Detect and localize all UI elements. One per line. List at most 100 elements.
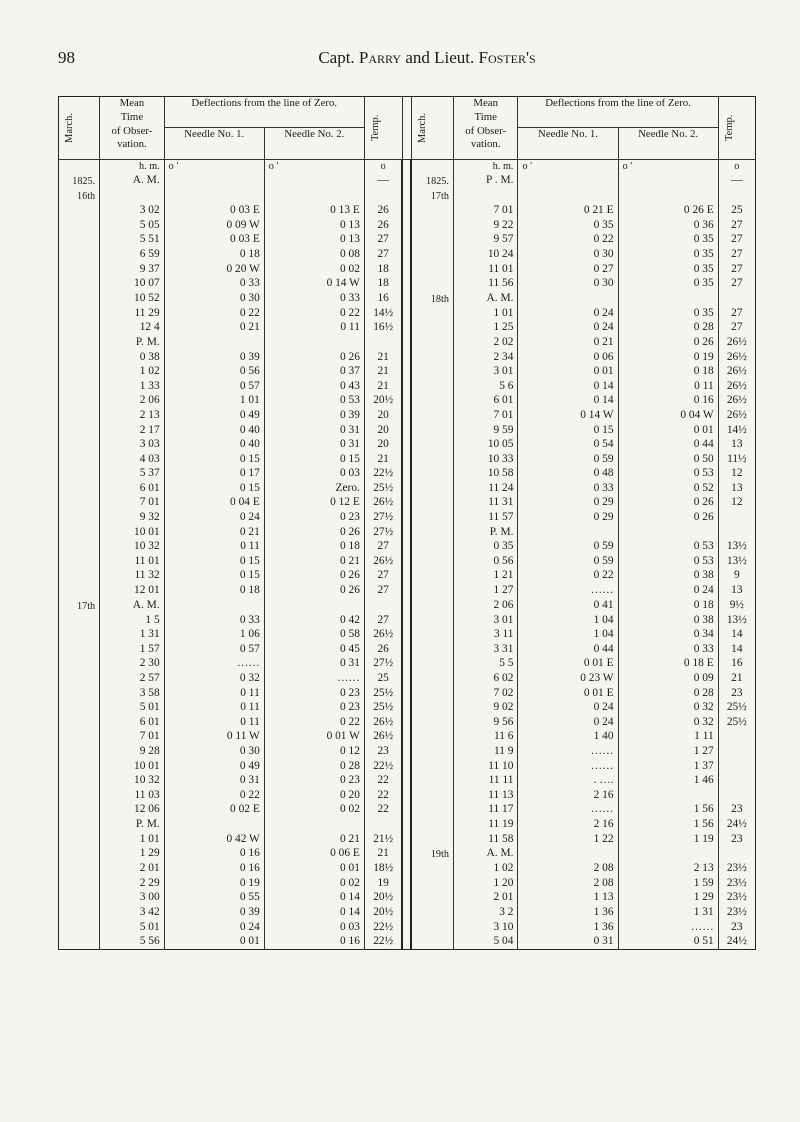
- gap: [402, 554, 411, 569]
- needle2-cell: [618, 846, 718, 861]
- needle1-cell: 2 16: [518, 817, 618, 832]
- needle1-cell: 0 55: [164, 890, 264, 905]
- march-cell: [59, 393, 100, 408]
- needle1-cell: ……: [164, 656, 264, 671]
- temp-cell: 22: [364, 802, 402, 817]
- needle2-cell: 0 28: [618, 320, 718, 335]
- needle2-cell: 0 50: [618, 452, 718, 467]
- needle1-cell: 0 48: [518, 466, 618, 481]
- needle1-cell: 0 11: [164, 686, 264, 701]
- needle2-cell: 0 03: [264, 466, 364, 481]
- gap: [402, 890, 411, 905]
- march-cell: [411, 642, 453, 657]
- time-cell: P . M.: [453, 173, 518, 188]
- temp-cell: 13: [718, 583, 755, 598]
- needle1-cell: 0 59: [518, 554, 618, 569]
- temp-cell: 26: [364, 203, 402, 218]
- table-row: 11 290 220 2214½1 010 240 3527: [59, 306, 755, 321]
- temp-cell: 12: [718, 466, 755, 481]
- time-cell: 1 02: [453, 861, 518, 876]
- needle2-cell: 0 36: [618, 218, 718, 233]
- table-row: 4 030 150 152110 330 590 5011½: [59, 452, 755, 467]
- time-cell: 10 01: [100, 525, 165, 540]
- temp-cell: 21: [364, 350, 402, 365]
- table-row: 5 050 09 W0 13269 220 350 3627: [59, 218, 755, 233]
- table-row: 11 030 220 202211 132 16: [59, 788, 755, 803]
- march-cell: [411, 686, 453, 701]
- time-cell: 0 38: [100, 350, 165, 365]
- needle2-cell: 0 13: [264, 218, 364, 233]
- time-cell: 3 01: [453, 364, 518, 379]
- needle2-cell: 1 19: [618, 832, 718, 847]
- needle1-cell: 1 13: [518, 890, 618, 905]
- time-cell: 12 4: [100, 320, 165, 335]
- table-outer-frame: March. Mean Time of Obser- vation. Defle…: [58, 96, 756, 950]
- needle1-cell: . ….: [518, 773, 618, 788]
- table-row: P. M.2 020 210 2626½: [59, 335, 755, 350]
- temp-cell: —: [718, 173, 755, 188]
- gap: [402, 568, 411, 583]
- table-row: 5 010 110 2325½9 020 240 3225½: [59, 700, 755, 715]
- march-cell: [59, 744, 100, 759]
- temp-cell: 13½: [718, 539, 755, 554]
- gap: [402, 188, 411, 203]
- gap: [402, 276, 411, 291]
- march-cell: [59, 583, 100, 598]
- temp-cell: 26½: [718, 393, 755, 408]
- needle2-cell: 0 35: [618, 306, 718, 321]
- temp-cell: 21½: [364, 832, 402, 847]
- march-cell: [59, 686, 100, 701]
- needle2-cell: 0 12 E: [264, 495, 364, 510]
- needle2-cell: 0 35: [618, 232, 718, 247]
- time-cell: [453, 188, 518, 203]
- temp-cell: 25½: [718, 700, 755, 715]
- gap: [402, 759, 411, 774]
- time-cell: 9 59: [453, 423, 518, 438]
- needle2-cell: 0 33: [618, 642, 718, 657]
- gap: [402, 423, 411, 438]
- temp-cell: 26½: [364, 627, 402, 642]
- needle2-cell: 0 35: [618, 262, 718, 277]
- needle1-cell: [164, 598, 264, 613]
- needle1-cell: 0 18: [164, 583, 264, 598]
- time-cell: 11 58: [453, 832, 518, 847]
- needle2-cell: 0 33: [264, 291, 364, 306]
- table-row: 16th17th: [59, 188, 755, 203]
- time-cell: 3 00: [100, 890, 165, 905]
- needle2-cell: 2 13: [618, 861, 718, 876]
- time-cell: 6 01: [453, 393, 518, 408]
- needle2-cell: 0 09: [618, 671, 718, 686]
- march-cell: [59, 627, 100, 642]
- needle2-cell: 1 46: [618, 773, 718, 788]
- needle2-cell: 0 16: [618, 393, 718, 408]
- table-row: 6 010 15Zero.25½11 240 330 5213: [59, 481, 755, 496]
- needle2-cell: 0 26: [618, 495, 718, 510]
- gap: [402, 788, 411, 803]
- needle1-cell: 0 35: [518, 218, 618, 233]
- temp-cell: [364, 335, 402, 350]
- table-row: 2 570 32……256 020 23 W0 0921: [59, 671, 755, 686]
- needle1-cell: 0 18: [164, 247, 264, 262]
- needle1-cell: [164, 817, 264, 832]
- time-cell: 2 02: [453, 335, 518, 350]
- march-cell: [59, 320, 100, 335]
- temp-cell: 22½: [364, 466, 402, 481]
- needle1-cell: ……: [518, 759, 618, 774]
- gap: [402, 920, 411, 935]
- panel-gap: [402, 97, 411, 160]
- march-cell: [411, 335, 453, 350]
- needle1-cell: 0 11: [164, 715, 264, 730]
- temp-cell: [364, 598, 402, 613]
- table-row: 2 170 400 31209 590 150 0114½: [59, 423, 755, 438]
- temp-cell: 26½: [364, 715, 402, 730]
- gap: [402, 466, 411, 481]
- needle1-cell: 0 22: [518, 232, 618, 247]
- gap: [402, 802, 411, 817]
- time-cell: 11 31: [453, 495, 518, 510]
- time-cell: 5 37: [100, 466, 165, 481]
- table-row: 0 380 390 26212 340 060 1926½: [59, 350, 755, 365]
- needle2-cell: [618, 788, 718, 803]
- temp-cell: 23½: [718, 905, 755, 920]
- march-cell: [59, 920, 100, 935]
- march-cell: [411, 568, 453, 583]
